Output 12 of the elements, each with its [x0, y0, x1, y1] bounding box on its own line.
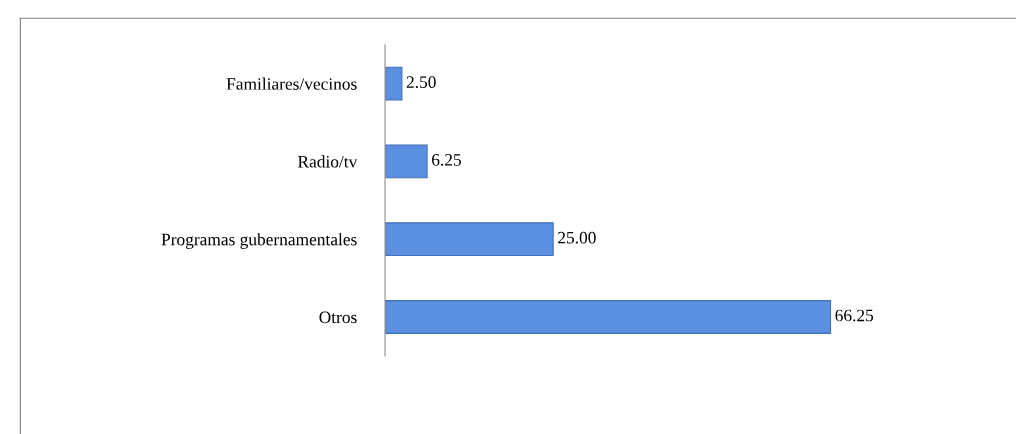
data-label: 25.00 — [558, 231, 596, 244]
bar — [385, 300, 832, 334]
data-label: 2.50 — [406, 76, 436, 89]
y-tick-label: Otros — [319, 311, 357, 324]
bar — [385, 66, 403, 101]
bar — [385, 222, 554, 257]
data-label: 6.25 — [432, 154, 461, 166]
y-tick-label: Programas gubernamentales — [161, 233, 357, 249]
y-tick-label: Radio/tv — [297, 155, 358, 168]
bar — [385, 144, 428, 179]
y-tick-label: Familiares/vecinos — [226, 77, 357, 90]
data-label: 66.25 — [835, 309, 874, 322]
